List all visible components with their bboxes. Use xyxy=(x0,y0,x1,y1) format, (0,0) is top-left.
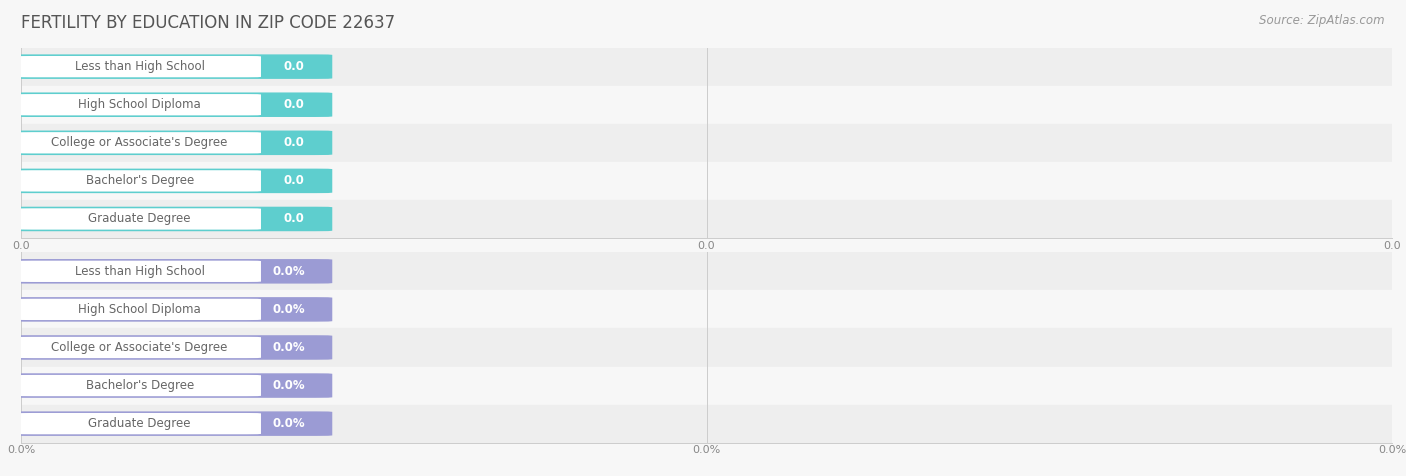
Text: 0.0: 0.0 xyxy=(284,60,305,73)
Bar xyxy=(21,86,1392,124)
Text: 0.0: 0.0 xyxy=(284,212,305,226)
FancyBboxPatch shape xyxy=(18,299,262,320)
FancyBboxPatch shape xyxy=(8,54,332,79)
Text: Source: ZipAtlas.com: Source: ZipAtlas.com xyxy=(1260,14,1385,27)
Bar xyxy=(21,405,1392,443)
FancyBboxPatch shape xyxy=(18,170,262,191)
Text: 0.0%: 0.0% xyxy=(273,303,305,316)
Bar xyxy=(21,367,1392,405)
FancyBboxPatch shape xyxy=(8,130,332,155)
FancyBboxPatch shape xyxy=(18,132,262,153)
Bar xyxy=(21,290,1392,328)
Bar xyxy=(21,124,1392,162)
FancyBboxPatch shape xyxy=(18,94,262,115)
FancyBboxPatch shape xyxy=(18,413,262,434)
Text: High School Diploma: High School Diploma xyxy=(79,303,201,316)
Text: 0.0: 0.0 xyxy=(284,174,305,188)
Text: High School Diploma: High School Diploma xyxy=(79,98,201,111)
Text: College or Associate's Degree: College or Associate's Degree xyxy=(52,136,228,149)
Text: Graduate Degree: Graduate Degree xyxy=(89,212,191,226)
Text: FERTILITY BY EDUCATION IN ZIP CODE 22637: FERTILITY BY EDUCATION IN ZIP CODE 22637 xyxy=(21,14,395,32)
Text: 0.0: 0.0 xyxy=(284,136,305,149)
Bar xyxy=(21,48,1392,86)
Text: Bachelor's Degree: Bachelor's Degree xyxy=(86,379,194,392)
Text: 0.0%: 0.0% xyxy=(273,341,305,354)
Text: 0.0%: 0.0% xyxy=(273,417,305,430)
FancyBboxPatch shape xyxy=(8,297,332,322)
Text: Graduate Degree: Graduate Degree xyxy=(89,417,191,430)
Bar xyxy=(21,200,1392,238)
Text: Less than High School: Less than High School xyxy=(75,265,205,278)
FancyBboxPatch shape xyxy=(8,373,332,398)
FancyBboxPatch shape xyxy=(8,169,332,193)
FancyBboxPatch shape xyxy=(8,207,332,231)
FancyBboxPatch shape xyxy=(8,411,332,436)
FancyBboxPatch shape xyxy=(18,56,262,77)
Text: Less than High School: Less than High School xyxy=(75,60,205,73)
Text: 0.0%: 0.0% xyxy=(273,379,305,392)
FancyBboxPatch shape xyxy=(18,261,262,282)
FancyBboxPatch shape xyxy=(18,375,262,396)
FancyBboxPatch shape xyxy=(8,259,332,284)
Bar xyxy=(21,252,1392,290)
FancyBboxPatch shape xyxy=(18,337,262,358)
Text: 0.0%: 0.0% xyxy=(273,265,305,278)
FancyBboxPatch shape xyxy=(18,208,262,229)
Text: Bachelor's Degree: Bachelor's Degree xyxy=(86,174,194,188)
Text: College or Associate's Degree: College or Associate's Degree xyxy=(52,341,228,354)
Text: 0.0: 0.0 xyxy=(284,98,305,111)
FancyBboxPatch shape xyxy=(8,92,332,117)
Bar xyxy=(21,328,1392,367)
FancyBboxPatch shape xyxy=(8,335,332,360)
Bar xyxy=(21,162,1392,200)
